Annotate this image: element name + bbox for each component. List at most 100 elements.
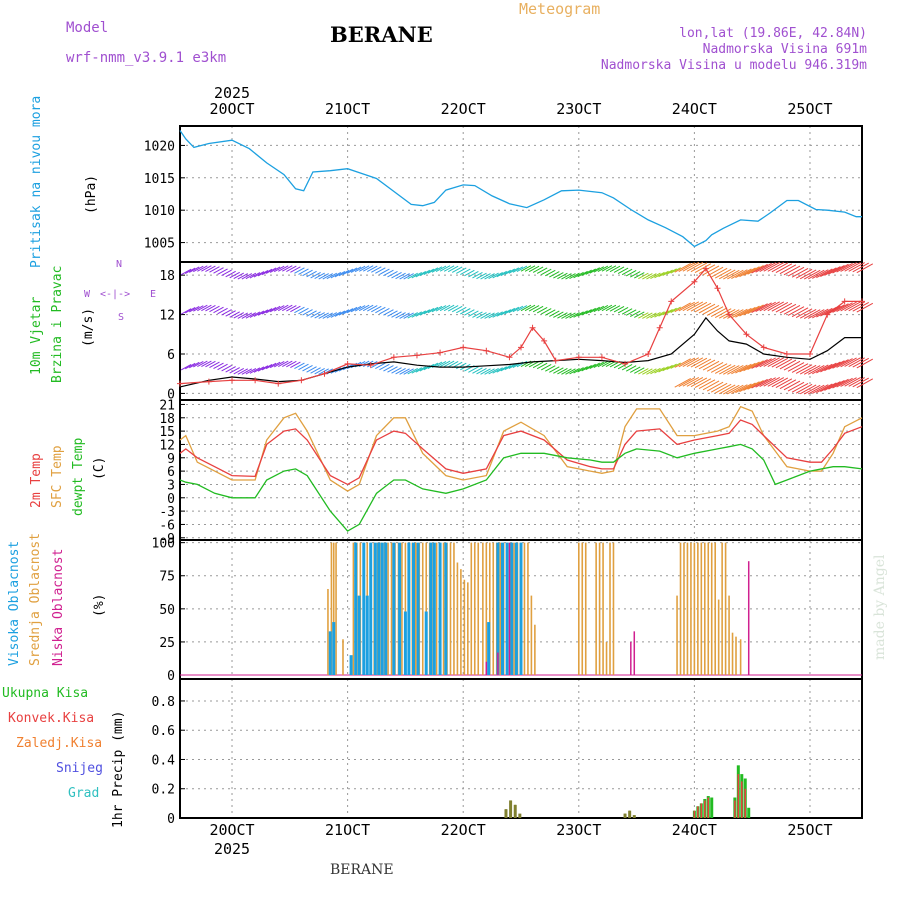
wind-arrow-1-2163 [419,309,431,316]
wind-arrow-2-2450 [751,359,768,369]
ytick-label-temperature-5: 6 [167,465,175,480]
bottom-xtick-label-5: 25OCT [787,821,832,839]
wind-arrow-1-2128 [379,307,390,315]
ytick-label-temperature-7: 12 [159,438,175,453]
wind-gust-marker-12 [460,344,467,351]
wind-arrow-0-2285 [561,273,572,280]
wind-arrow-2-2516 [828,360,845,370]
wind-arrow-1-2362 [650,312,661,319]
wind-arrow-1-2037 [273,305,285,312]
wind-arrow-2-2530 [844,357,861,367]
wind-arrow-0-2275 [549,271,560,278]
wind-arrow-2-2278 [553,367,564,374]
wind-arrow-1-2264 [536,306,548,314]
wind-arrow-2-1984 [213,362,224,369]
compass-n: N [116,259,123,270]
wind-arrow-2-2397 [690,357,708,368]
wind-arrow-1-2107 [354,305,366,312]
wind-arrow-2-2432 [731,364,748,375]
wind-arrow-1-2250 [520,304,532,312]
wind-arrow-2-2054 [294,362,305,369]
wind-arrow-2-2425 [723,365,740,375]
wind-gust-marker-25 [691,278,698,285]
wind-gust-marker-8 [367,362,374,369]
wind-arrow-1-2432 [731,308,748,319]
wind-arrow-1-1977 [205,305,216,312]
wind-arrow-0-2446 [747,265,764,275]
wind-arrow-0-2177 [435,265,447,273]
temp-2m-line [179,419,863,486]
wind-arrow-1-2026 [261,308,273,315]
wind-arrow-3-2488 [795,383,813,394]
top-xtick-label-2: 22OCT [441,100,486,118]
wind-arrow-1-2205 [468,310,479,317]
wind-arrow-0-1995 [225,270,236,278]
wind-arrow-0-2103 [350,266,362,273]
wind-arrow-3-2450 [751,378,768,389]
wind-arrow-0-2250 [520,265,532,272]
wind-arrow-0-2117 [367,265,378,273]
wind-arrow-0-2079 [322,273,333,280]
wind-arrow-1-2481 [787,306,805,316]
wind-arrow-0-2142 [395,272,406,280]
wind-arrow-0-2128 [379,268,390,275]
wind-arrow-1-2233 [500,309,512,316]
elevation-readout: Nadmorska Visina 691m [702,42,867,57]
wind-arrow-2-2177 [435,360,447,368]
wind-arrow-3-2478 [783,380,801,391]
wind-arrow-0-2376 [666,268,677,275]
wind-arrow-1-1974 [201,304,212,312]
wind-arrow-0-2247 [516,265,528,273]
wind-arrow-1-2488 [795,308,813,319]
wind-gust-marker-14 [506,354,513,361]
wind-arrow-1-2110 [358,304,370,312]
wind-arrow-0-2352 [638,272,649,280]
wind-arrow-0-2135 [387,270,398,278]
wind-arrow-2-2355 [642,368,653,375]
wind-arrow-2-2037 [273,361,285,368]
wind-arrow-1-2240 [508,306,520,314]
wind-gust-marker-7 [344,360,351,367]
wind-arrow-2-2359 [646,368,657,375]
top-year-label: 2025 [214,84,250,102]
wind-arrow-1-2030 [265,306,277,314]
wind-arrow-2-1977 [205,360,216,368]
wind-arrow-0-2236 [504,268,516,275]
wind-arrow-1-2156 [411,311,423,318]
ytick-label-precip-4: 0.8 [152,695,175,710]
wind-gust-marker-30 [760,344,767,351]
wind-arrow-3-2436 [735,383,752,394]
wind-arrow-1-2191 [451,305,463,313]
wind-arrow-2-2205 [468,366,479,373]
wind-arrow-0-2387 [678,262,696,272]
wind-arrow-2-2306 [585,363,596,371]
wind-gust-marker-26 [702,265,709,272]
wind-arrow-1-2229 [496,310,507,317]
wind-arrow-0-2313 [593,266,605,273]
wind-arrow-0-2513 [824,266,841,276]
wind-arrow-1-2177 [435,305,447,312]
wind-arrow-0-2362 [650,272,661,279]
wind-arrow-0-2397 [690,262,708,273]
wind-arrow-2-2061 [302,365,313,372]
wind-arrow-2-2033 [269,361,281,369]
wind-arrow-1-1998 [229,311,240,318]
wind-arrow-0-2261 [532,266,544,273]
wind-arrow-2-2047 [286,360,297,368]
wind-arrow-0-1956 [180,268,192,276]
wind-arrow-1-2282 [557,312,568,319]
wind-arrow-2-2128 [379,363,390,371]
wind-arrow-0-2453 [755,262,772,273]
wind-arrow-2-2257 [528,361,540,368]
wind-arrow-1-2523 [836,302,853,312]
wind-arrow-0-2040 [278,265,289,272]
wind-arrow-1-2285 [561,312,572,319]
wind-arrow-3-2408 [702,380,720,391]
wind-arrow-2-2023 [257,365,269,372]
wind-arrow-2-2401 [694,358,712,369]
wind-gust-marker-10 [413,352,420,359]
wind-gust-marker-9 [390,354,397,361]
wind-arrow-2-2310 [589,362,601,369]
wind-arrow-1-2075 [318,312,329,319]
wind-arrow-0-2471 [775,263,793,274]
